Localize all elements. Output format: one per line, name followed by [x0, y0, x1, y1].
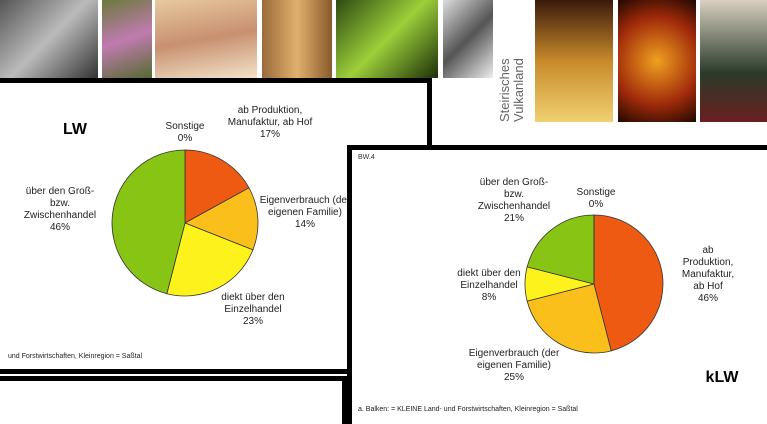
slice-category: ab Produktion, Manufaktur, ab Hof [227, 105, 313, 128]
chart-tag: BW.4 [358, 154, 375, 161]
slice-category: Eigenverbrauch (der eigenen Familie) [259, 195, 351, 218]
photo [443, 0, 493, 78]
slice-value: 46% [697, 293, 718, 304]
slice-category: über den Groß- bzw. Zwischenhandel [477, 177, 551, 212]
slice-label: Eigenverbrauch (der eigenen Familie) 25% [469, 348, 560, 384]
photo [102, 0, 152, 78]
pie-chart [524, 214, 664, 354]
chart-card [0, 376, 347, 424]
slice-category: über den Groß- bzw. Zwischenhandel [23, 186, 97, 221]
footnote: und Forstwirtschaften, Kleinregion = Saß… [8, 353, 143, 360]
slice-value: 23% [242, 316, 264, 327]
slice-label: über den Groß- bzw. Zwischenhandel 46% [24, 186, 96, 234]
slice-category: Sonstige [165, 121, 205, 132]
slice-label: diekt über den Einzelhandel 23% [221, 292, 284, 328]
slice-label: über den Groß- bzw. Zwischenhandel 21% [478, 177, 550, 225]
pie-slice [166, 222, 254, 297]
slice-value: 25% [503, 372, 525, 383]
pie-slice [111, 149, 186, 295]
chart-card: ab Produktion, Manufaktur, ab Hof 46% Eige… [347, 145, 767, 424]
slice-value: 8% [481, 292, 497, 303]
slice-label: ab Produktion, Manufaktur, ab Hof 46% [679, 245, 738, 305]
photo [262, 0, 332, 78]
slice-category: diekt über den Einzelhandel [457, 268, 521, 291]
slice-value: 0% [588, 199, 604, 210]
slice-label: Sonstige 0% [166, 121, 205, 145]
photo [700, 0, 767, 122]
chart-title: LW [63, 121, 87, 138]
slice-category: ab Produktion, Manufaktur, ab Hof [681, 245, 735, 292]
banner-text: Steirisches Vulkanland [497, 58, 526, 122]
chart-title: kLW [705, 369, 739, 386]
footnote: a. Balken: = KLEINE Land- und Forstwirts… [358, 406, 578, 413]
slice-category: Eigenverbrauch (der eigenen Familie) [468, 348, 560, 371]
slice-label: diekt über den Einzelhandel 8% [457, 268, 520, 304]
photo [618, 0, 696, 122]
slice-value: 46% [49, 222, 71, 233]
photo [336, 0, 438, 78]
pie-slice [526, 283, 612, 354]
slice-value: 0% [177, 133, 193, 144]
pie-slice [526, 214, 595, 285]
photo [0, 0, 98, 78]
pie-chart [111, 149, 259, 297]
slice-label: ab Produktion, Manufaktur, ab Hof 17% [228, 105, 313, 141]
photo [535, 0, 613, 122]
photo [155, 0, 257, 78]
slice-category: diekt über den Einzelhandel [221, 292, 285, 315]
pie-slice [593, 214, 664, 352]
slice-category: Sonstige [576, 187, 616, 198]
slice-value: 17% [259, 129, 280, 140]
slice-value: 21% [503, 213, 525, 224]
slice-label: Sonstige 0% [577, 187, 616, 211]
slice-value: 14% [294, 219, 316, 230]
pie-slice [184, 149, 250, 224]
pie-slice [184, 187, 259, 251]
slice-label: Eigenverbrauch (der eigenen Familie) 14% [260, 195, 351, 231]
